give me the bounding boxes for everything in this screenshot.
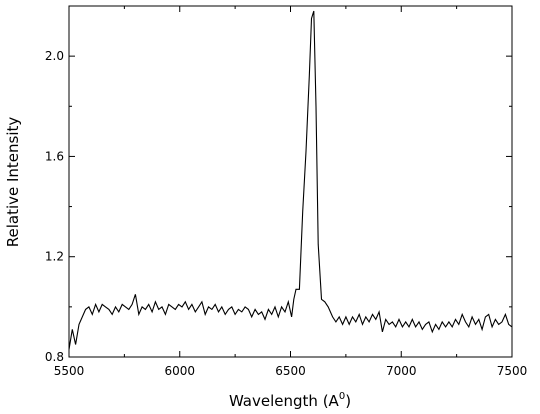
x-tick-label: 6500 — [275, 364, 306, 378]
x-tick-label: 7500 — [497, 364, 528, 378]
plot-frame — [68, 5, 513, 358]
y-tick-label: 1.2 — [45, 250, 64, 264]
y-tick-label: 1.6 — [45, 149, 64, 163]
y-tick-label: 0.8 — [45, 350, 64, 364]
tick-marks — [68, 5, 513, 358]
x-axis-title: Wavelength (A0) — [229, 391, 351, 410]
x-tick-label: 5500 — [54, 364, 85, 378]
x-tick-label: 6000 — [164, 364, 195, 378]
spectrum-line — [68, 10, 513, 350]
x-tick-label: 7000 — [386, 364, 417, 378]
x-tick-labels: 5500 6000 6500 7000 7500 — [54, 364, 528, 378]
y-tick-labels: 0.8 1.2 1.6 2.0 — [45, 49, 64, 364]
y-axis-title: Relative Intensity — [4, 117, 22, 248]
y-tick-label: 2.0 — [45, 49, 64, 63]
